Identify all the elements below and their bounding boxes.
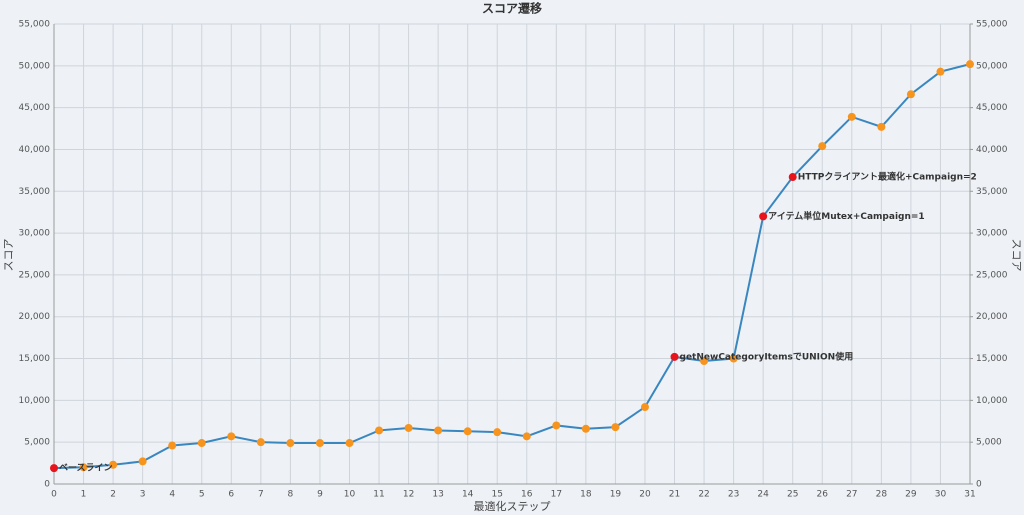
y-tick-label: 20,000 xyxy=(19,312,51,322)
y-tick-label: 35,000 xyxy=(19,187,51,197)
y-tick-label: 55,000 xyxy=(19,20,51,30)
chart-title: スコア遷移 xyxy=(482,1,542,16)
y-tick-label: 25,000 xyxy=(19,270,51,280)
x-tick-label: 10 xyxy=(344,490,356,500)
y2-tick-label: 5,000 xyxy=(976,438,1002,448)
x-tick-label: 2 xyxy=(110,490,116,500)
series-line xyxy=(53,63,971,470)
y2-tick-label: 0 xyxy=(976,480,982,490)
x-tick-label: 20 xyxy=(639,490,651,500)
x-tick-label: 3 xyxy=(140,490,146,500)
data-point xyxy=(315,439,324,448)
x-tick-label: 6 xyxy=(228,490,234,500)
y-tick-label: 50,000 xyxy=(19,61,51,71)
y2-tick-label: 40,000 xyxy=(976,145,1008,155)
data-point xyxy=(434,426,443,435)
x-axis-label: 最適化ステップ xyxy=(474,499,551,513)
y2-axis-label: スコア xyxy=(1010,239,1023,272)
y-tick-label: 40,000 xyxy=(19,145,51,155)
y2-tick-label: 30,000 xyxy=(976,229,1008,239)
y-tick-label: 10,000 xyxy=(19,396,51,406)
y2-tick-label: 35,000 xyxy=(976,187,1008,197)
x-tick-label: 18 xyxy=(580,490,592,500)
x-tick-label: 4 xyxy=(169,490,175,500)
data-point xyxy=(966,60,974,69)
y2-tick-label: 55,000 xyxy=(976,20,1008,30)
data-point xyxy=(463,427,472,436)
x-tick-label: 13 xyxy=(432,490,443,500)
y-tick-label: 45,000 xyxy=(19,103,51,113)
x-tick-label: 30 xyxy=(935,490,947,500)
data-point xyxy=(79,463,88,472)
data-point xyxy=(877,122,886,131)
y-tick-label: 5,000 xyxy=(24,438,50,448)
x-tick-label: 5 xyxy=(199,490,205,500)
x-tick-label: 12 xyxy=(403,490,414,500)
y2-tick-label: 45,000 xyxy=(976,103,1008,113)
y2-tick-label: 15,000 xyxy=(976,354,1008,364)
data-point xyxy=(818,142,827,151)
y2-tick-label: 25,000 xyxy=(976,270,1008,280)
x-tick-label: 17 xyxy=(551,490,562,500)
data-point xyxy=(286,439,295,448)
data-point xyxy=(197,439,206,448)
data-point xyxy=(227,432,236,441)
x-tick-label: 8 xyxy=(288,490,294,500)
data-point xyxy=(670,352,679,361)
annotation: アイテム単位Mutex+Campaign=1 xyxy=(768,210,925,222)
data-point xyxy=(700,357,709,366)
x-tick-label: 16 xyxy=(521,490,533,500)
x-tick-label: 19 xyxy=(610,490,622,500)
annotation: getNewCategoryItemsでUNION使用 xyxy=(680,350,854,362)
x-tick-label: 9 xyxy=(317,490,323,500)
data-point xyxy=(345,439,354,448)
data-point xyxy=(522,432,531,441)
annotation: ベースライン xyxy=(59,463,113,474)
y2-tick-label: 10,000 xyxy=(976,396,1008,406)
data-point xyxy=(552,421,561,430)
data-point xyxy=(493,428,502,437)
x-tick-label: 23 xyxy=(728,490,739,500)
data-point xyxy=(936,67,945,76)
data-point xyxy=(138,457,147,466)
x-tick-label: 25 xyxy=(787,490,798,500)
data-point xyxy=(640,403,649,412)
x-tick-label: 21 xyxy=(669,490,680,500)
x-tick-label: 31 xyxy=(964,490,975,500)
x-tick-label: 27 xyxy=(846,490,857,500)
y-axis-label: スコア xyxy=(2,239,15,272)
x-tick-label: 15 xyxy=(491,490,502,500)
y2-tick-label: 20,000 xyxy=(976,312,1008,322)
data-point xyxy=(109,460,118,469)
x-tick-label: 24 xyxy=(757,490,769,500)
data-point xyxy=(729,354,738,363)
y2-tick-label: 50,000 xyxy=(976,61,1008,71)
y-tick-label: 0 xyxy=(44,480,50,490)
x-tick-label: 0 xyxy=(51,490,57,500)
data-point xyxy=(759,212,768,221)
data-point xyxy=(50,464,58,473)
y-tick-label: 15,000 xyxy=(19,354,51,364)
annotation: HTTPクライアント最適化+Campaign=2 xyxy=(798,171,977,183)
data-point xyxy=(847,112,856,121)
y-tick-label: 30,000 xyxy=(19,229,51,239)
data-point xyxy=(581,424,590,433)
data-point xyxy=(375,426,384,435)
data-point xyxy=(256,438,265,447)
data-point xyxy=(404,423,413,432)
x-tick-label: 7 xyxy=(258,490,264,500)
x-tick-label: 26 xyxy=(817,490,829,500)
data-point xyxy=(906,90,915,99)
data-point xyxy=(788,173,797,182)
x-tick-label: 22 xyxy=(698,490,709,500)
x-tick-label: 28 xyxy=(876,490,888,500)
data-point xyxy=(611,423,620,432)
x-tick-label: 29 xyxy=(905,490,917,500)
x-tick-label: 11 xyxy=(373,490,384,500)
x-tick-label: 1 xyxy=(81,490,87,500)
data-point xyxy=(168,441,177,450)
x-tick-label: 14 xyxy=(462,490,474,500)
